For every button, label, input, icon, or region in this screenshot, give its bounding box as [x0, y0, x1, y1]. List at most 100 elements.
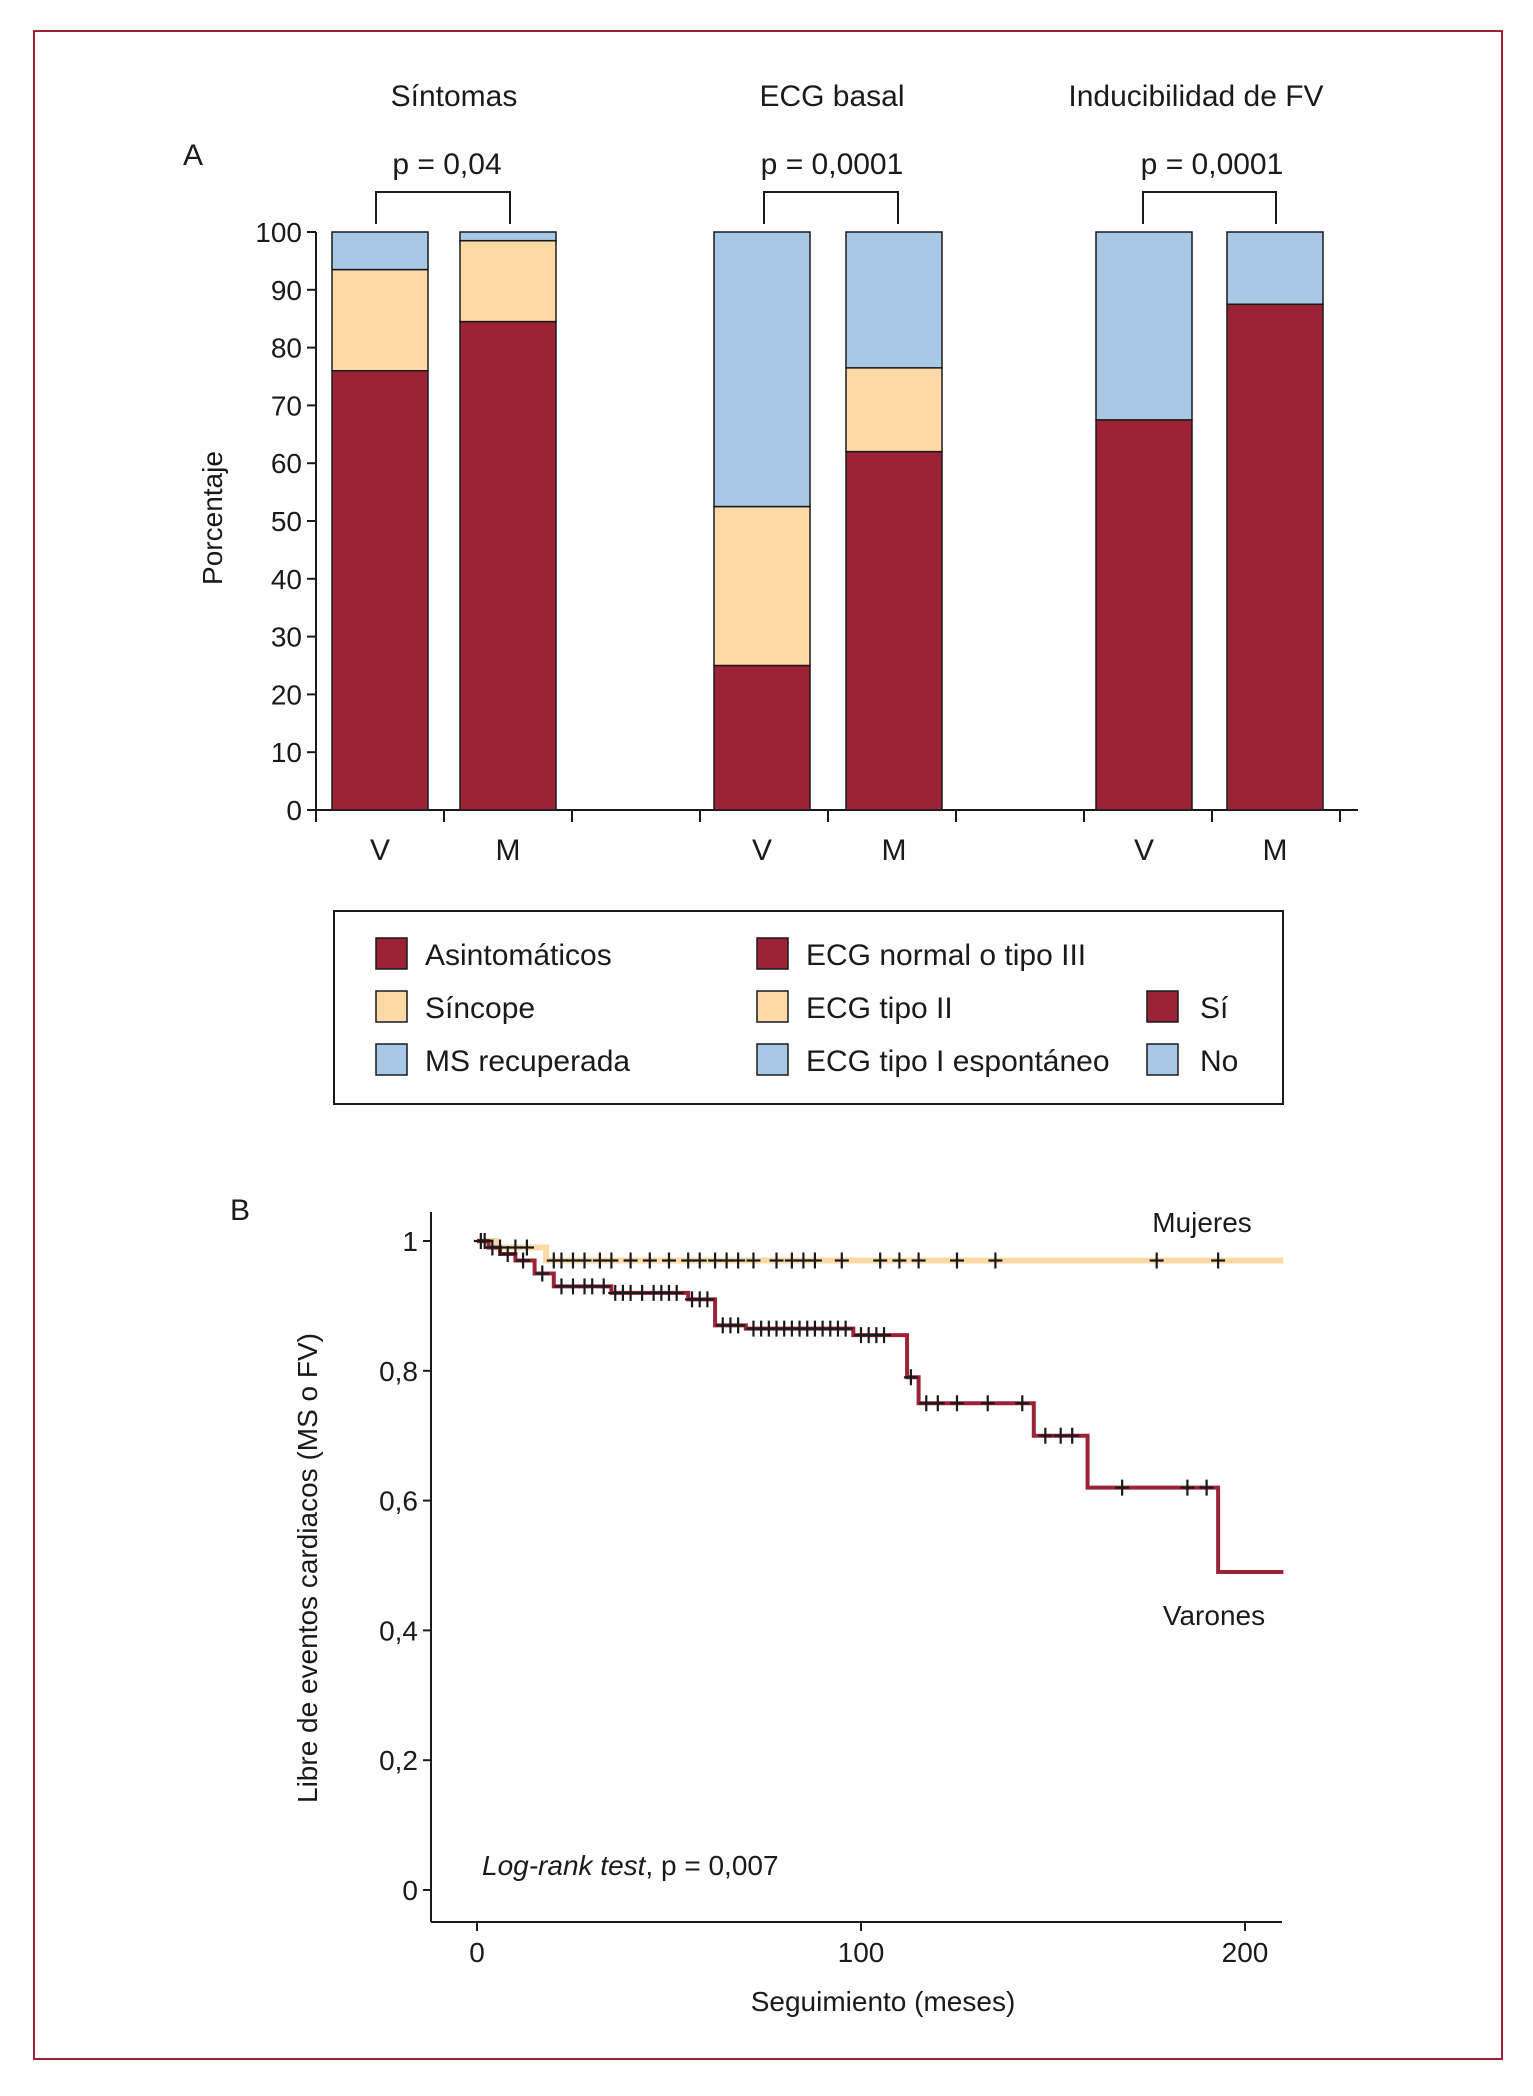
x-tick-label: 100	[838, 1937, 885, 1968]
group-title-inducibilidad: Inducibilidad de FV	[1068, 80, 1323, 113]
y-tick-label: 30	[271, 622, 302, 653]
legend-swatch-no	[1146, 1043, 1179, 1076]
censor-mark	[604, 1252, 619, 1269]
bar-segment	[331, 231, 429, 271]
y-tick-label: 70	[271, 390, 302, 421]
legend-label-no: No	[1200, 1045, 1238, 1078]
censor-mark	[903, 1369, 918, 1386]
bar-segment	[713, 505, 811, 667]
legend-label-ecg-tipo-ii: ECG tipo II	[806, 992, 953, 1025]
y-tick-label: 0,2	[379, 1745, 418, 1776]
censor-mark	[669, 1284, 684, 1301]
censor-mark	[623, 1252, 638, 1269]
censor-mark	[930, 1395, 945, 1412]
bar-segment	[459, 239, 557, 323]
pvalue-inducibilidad: p = 0,0001	[1141, 148, 1284, 181]
censor-mark	[1015, 1395, 1030, 1412]
y-tick-label: 80	[271, 333, 302, 364]
y-tick-label: 40	[271, 564, 302, 595]
censor-mark	[838, 1320, 853, 1337]
bracket-sintomas	[375, 191, 511, 224]
x-tick-label: 200	[1222, 1937, 1269, 1968]
censor-mark	[807, 1252, 822, 1269]
censor-mark	[519, 1239, 534, 1256]
censor-mark	[834, 1252, 849, 1269]
bracket-ecg-basal	[763, 191, 899, 224]
censor-mark	[877, 1327, 892, 1344]
censor-mark	[911, 1252, 926, 1269]
y-tick-label: 100	[255, 217, 302, 248]
legend-swatch-si	[1146, 990, 1179, 1023]
bar-segment	[331, 268, 429, 372]
censor-mark	[692, 1252, 707, 1269]
legend-label-ecg-normal: ECG normal o tipo III	[806, 939, 1086, 972]
censor-mark	[473, 1233, 488, 1249]
curve-label-mujeres: Mujeres	[1152, 1207, 1252, 1238]
x-category-label: M	[496, 834, 521, 867]
pvalue-sintomas: p = 0,04	[392, 148, 501, 181]
figure-frame	[33, 30, 1503, 2060]
bar-segment	[1095, 231, 1193, 421]
censor-mark	[988, 1252, 1003, 1269]
legend-swatch-ecg-tipo-ii	[756, 990, 789, 1023]
panel-b: B Libre de eventos cardiacos (MS o FV) S…	[230, 1194, 1284, 2017]
x-category-label: V	[752, 834, 772, 867]
censor-mark	[731, 1252, 746, 1269]
legend-label-ecg-tipo-i: ECG tipo I espontáneo	[806, 1045, 1110, 1078]
censor-mark	[1211, 1252, 1226, 1269]
y-tick-label: 0,4	[379, 1615, 418, 1646]
bracket-inducibilidad	[1142, 191, 1277, 224]
panel-a: A Síntomas ECG basal Inducibilidad de FV…	[183, 80, 1358, 867]
censor-mark	[1149, 1252, 1164, 1269]
panel-b-label: B	[230, 1194, 250, 1227]
legend-label-ms-recuperada: MS recuperada	[425, 1045, 630, 1078]
pvalue-ecg-basal: p = 0,0001	[761, 148, 904, 181]
logrank-annotation-pvalue: , p = 0,007	[645, 1850, 778, 1881]
censor-mark	[950, 1252, 964, 1269]
x-category-label: V	[370, 834, 390, 867]
panel-a-y-ticks: 0 10 20 30 40 50 60 70 80 90 100	[255, 217, 316, 826]
censor-mark	[746, 1252, 761, 1269]
y-tick-label: 1	[402, 1226, 418, 1257]
censor-mark	[950, 1395, 964, 1412]
censor-mark	[700, 1291, 715, 1308]
x-category-label: V	[1134, 834, 1154, 867]
bar-segment	[331, 369, 429, 811]
censor-mark	[577, 1252, 592, 1269]
x-category-label: M	[882, 834, 907, 867]
legend-swatch-sincope	[375, 990, 408, 1023]
censor-mark	[500, 1245, 515, 1262]
bar-segment	[713, 664, 811, 811]
y-tick-label: 0,8	[379, 1356, 418, 1387]
bar-segment	[845, 231, 943, 369]
y-tick-label: 90	[271, 275, 302, 306]
panel-b-x-axis-title: Seguimiento (meses)	[751, 1986, 1016, 2017]
curve-label-varones: Varones	[1163, 1600, 1265, 1631]
y-tick-label: 0	[286, 795, 302, 826]
bar-segment	[845, 450, 943, 811]
legend-swatch-ecg-normal	[756, 937, 789, 970]
bar-segment	[713, 231, 811, 508]
panel-b-y-axis-title: Libre de eventos cardiacos (MS o FV)	[292, 1333, 323, 1803]
y-tick-label: 60	[271, 448, 302, 479]
group-title-sintomas: Síntomas	[391, 80, 518, 113]
legend-swatch-asintomaticos	[375, 937, 408, 970]
censor-mark	[1180, 1479, 1195, 1496]
group-title-ecg-basal: ECG basal	[759, 80, 904, 113]
censor-mark	[1115, 1479, 1130, 1496]
panel-b-x-ticks: 0 100 200	[469, 1922, 1268, 1968]
panel-a-label: A	[183, 139, 203, 172]
censor-mark	[642, 1252, 657, 1269]
legend-swatch-ecg-tipo-i	[756, 1043, 789, 1076]
bar-segment	[459, 231, 557, 242]
censor-mark	[892, 1252, 907, 1269]
y-tick-label: 0,6	[379, 1486, 418, 1517]
censor-mark	[731, 1317, 746, 1334]
panel-b-curves	[473, 1233, 1284, 1574]
legend-label-si: Sí	[1200, 992, 1229, 1025]
legend-swatch-ms-recuperada	[375, 1043, 408, 1076]
legend-label-asintomaticos: Asintomáticos	[425, 939, 612, 972]
